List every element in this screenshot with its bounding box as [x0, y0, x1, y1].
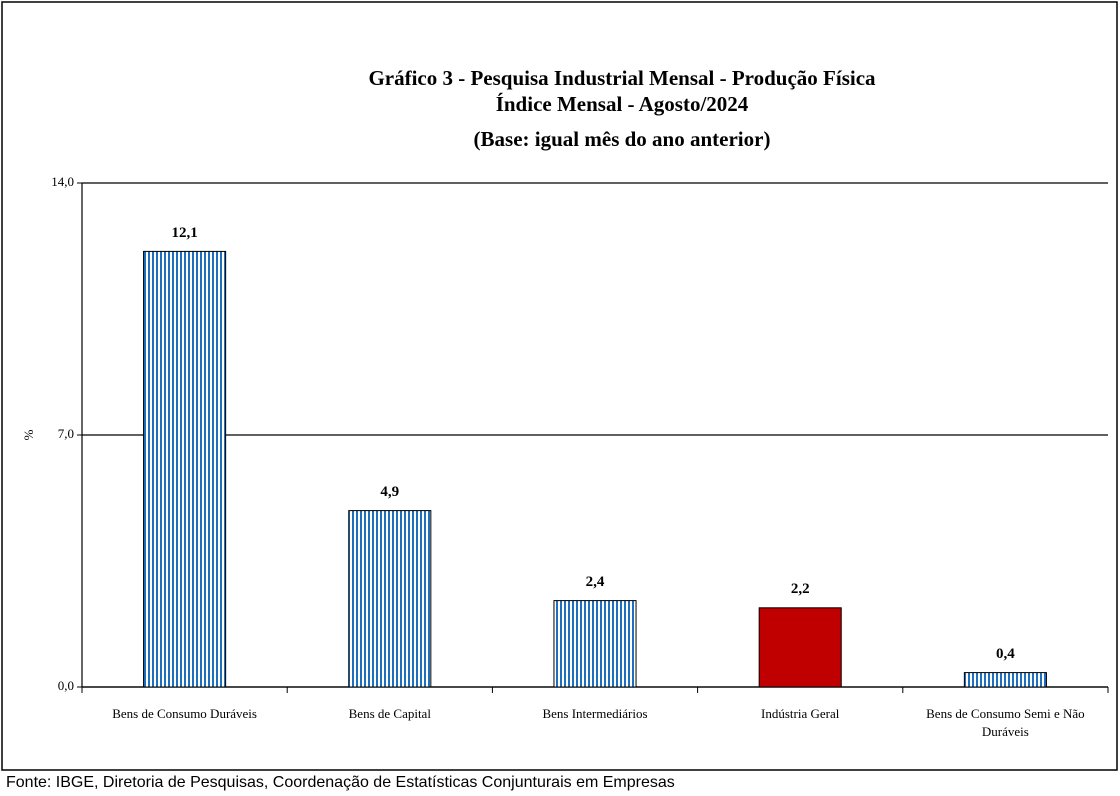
bar: [553, 600, 637, 688]
chart-frame: [1, 1, 1118, 771]
y-tick-label: 0,0: [58, 678, 74, 693]
x-tick-label: Bens de Consumo Duráveis: [112, 706, 257, 721]
chart-title: Índice Mensal - Agosto/2024: [496, 92, 749, 116]
data-label: 2,4: [586, 574, 605, 590]
x-tick-label: Bens Intermediários: [542, 706, 648, 721]
bar: [963, 672, 1047, 688]
bar: [758, 607, 842, 688]
x-tick-label: Indústria Geral: [761, 706, 840, 721]
data-label: 12,1: [171, 225, 197, 241]
source-note: Fonte: IBGE, Diretoria de Pesquisas, Coo…: [6, 774, 675, 791]
data-label: 4,9: [380, 484, 399, 500]
data-label: 2,2: [791, 581, 810, 597]
y-tick-label: 7,0: [58, 426, 74, 441]
y-axis-label: %: [21, 429, 36, 440]
x-tick-label: Bens de Consumo Semi e Não Duráveis: [926, 706, 1085, 739]
chart-title: (Base: igual mês do ano anterior): [474, 127, 771, 151]
bar: [348, 510, 432, 688]
x-tick-label: Bens de Capital: [348, 706, 431, 721]
bar: [143, 250, 227, 688]
y-tick-label: 14,0: [51, 174, 74, 189]
chart-title: Gráfico 3 - Pesquisa Industrial Mensal -…: [368, 66, 876, 90]
data-label: 0,4: [996, 646, 1015, 662]
